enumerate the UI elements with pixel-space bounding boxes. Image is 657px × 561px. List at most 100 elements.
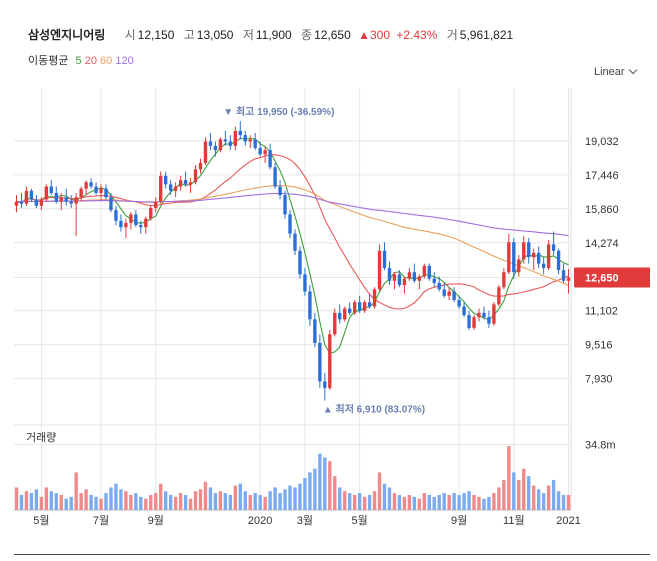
candle-body bbox=[208, 141, 213, 146]
candle-body bbox=[49, 186, 53, 193]
candle-body bbox=[14, 201, 19, 206]
volume-bar bbox=[482, 498, 486, 510]
y-tick-label: 15,860 bbox=[585, 204, 619, 216]
volume-bar bbox=[243, 491, 247, 510]
volume-bar bbox=[313, 468, 317, 510]
volume-bar bbox=[104, 493, 108, 510]
moving-average-legend: 이동평균 5 20 60 120 bbox=[28, 52, 134, 68]
ma-20-label[interactable]: 20 bbox=[84, 55, 97, 67]
ma-60-label[interactable]: 60 bbox=[100, 55, 113, 67]
candle-body bbox=[556, 250, 561, 271]
candle-body bbox=[313, 319, 317, 343]
volume-bar bbox=[427, 494, 431, 510]
volume-bar bbox=[367, 494, 372, 510]
candle-body bbox=[273, 167, 277, 187]
volume-tick-label: 34.8m bbox=[585, 440, 616, 452]
candle-body bbox=[154, 201, 158, 208]
y-tick-label: 7,930 bbox=[585, 374, 613, 386]
volume-bar bbox=[163, 491, 168, 510]
volume-bar bbox=[149, 494, 153, 510]
volume-value: 5,961,821 bbox=[459, 28, 514, 42]
candle-body bbox=[338, 312, 342, 320]
volume-bar bbox=[372, 491, 377, 510]
volume-bar bbox=[467, 491, 471, 510]
volume-bar bbox=[119, 489, 123, 510]
open-value: 12,150 bbox=[137, 28, 175, 42]
volume-bar bbox=[94, 496, 98, 510]
volume-bar bbox=[377, 472, 382, 510]
volume-bar bbox=[273, 487, 277, 510]
candle-body bbox=[233, 130, 237, 146]
candle-body bbox=[188, 182, 193, 185]
volume-bar bbox=[154, 493, 158, 510]
candle-body bbox=[34, 199, 39, 206]
volume-bar bbox=[34, 489, 39, 510]
candle-body bbox=[551, 244, 556, 251]
volume-bar bbox=[183, 494, 188, 510]
candle-body bbox=[168, 184, 173, 191]
candle-body bbox=[318, 342, 322, 382]
volume-bar bbox=[69, 496, 73, 510]
candle-body bbox=[487, 317, 491, 324]
candle-body bbox=[134, 214, 138, 226]
volume-bar bbox=[39, 496, 44, 510]
volume-bar bbox=[159, 483, 163, 510]
y-tick-label: 17,446 bbox=[585, 170, 619, 182]
candle-body bbox=[198, 162, 203, 170]
candle-body bbox=[89, 182, 93, 187]
candle-body bbox=[397, 274, 402, 286]
candle-body bbox=[99, 188, 103, 193]
price-header: 삼성엔지니어링 시 12,150 고 13,050 저 11,900 종 12,650 … bbox=[28, 26, 513, 43]
volume-bar bbox=[79, 493, 83, 510]
volume-bar bbox=[522, 468, 526, 510]
candle-body bbox=[536, 252, 541, 264]
candle-body bbox=[144, 218, 148, 228]
volume-bar bbox=[512, 472, 516, 510]
volume-bar bbox=[502, 479, 506, 510]
volume-bar bbox=[447, 494, 451, 510]
candle-body bbox=[278, 186, 282, 196]
volume-bar bbox=[233, 485, 237, 510]
scale-dropdown[interactable]: Linear bbox=[594, 65, 637, 78]
volume-bar bbox=[129, 494, 133, 510]
volume-bar bbox=[173, 496, 178, 510]
volume-bar bbox=[546, 485, 551, 510]
candle-body bbox=[303, 274, 307, 292]
candle-body bbox=[477, 312, 481, 318]
candle-body bbox=[24, 190, 29, 204]
candle-body bbox=[507, 242, 511, 273]
candle-body bbox=[104, 188, 108, 198]
x-tick-label: 5월 bbox=[33, 514, 49, 527]
volume-bar bbox=[99, 498, 103, 510]
ma-120-label[interactable]: 120 bbox=[115, 55, 134, 67]
candle-body bbox=[258, 147, 262, 155]
candle-body bbox=[566, 277, 571, 281]
candle-body bbox=[382, 250, 387, 268]
volume-bar bbox=[333, 476, 337, 510]
x-tick-label: 11월 bbox=[503, 514, 525, 527]
volume-bar bbox=[144, 498, 148, 510]
volume-bar bbox=[352, 494, 357, 510]
volume-bar bbox=[24, 491, 29, 510]
volume-bar bbox=[49, 491, 53, 510]
volume-label: 거 bbox=[446, 28, 458, 42]
candle-body bbox=[39, 199, 44, 206]
candle-body bbox=[472, 317, 476, 328]
volume-bar bbox=[362, 496, 367, 510]
volume-bar bbox=[452, 493, 456, 510]
volume-bar bbox=[437, 494, 441, 510]
candle-body bbox=[422, 265, 426, 277]
volume-bar bbox=[263, 496, 267, 510]
volume-bar bbox=[139, 496, 143, 510]
candle-body bbox=[392, 274, 397, 281]
ma-60-line bbox=[16, 184, 569, 286]
x-tick-label: 7월 bbox=[93, 514, 109, 527]
volume-bar bbox=[561, 494, 566, 510]
volume-bar bbox=[527, 476, 531, 510]
candle-body bbox=[541, 263, 546, 268]
candle-body bbox=[492, 304, 496, 324]
ma-5-label[interactable]: 5 bbox=[75, 55, 82, 67]
candle-body bbox=[238, 130, 242, 136]
x-tick-label: 2020 bbox=[248, 515, 272, 527]
